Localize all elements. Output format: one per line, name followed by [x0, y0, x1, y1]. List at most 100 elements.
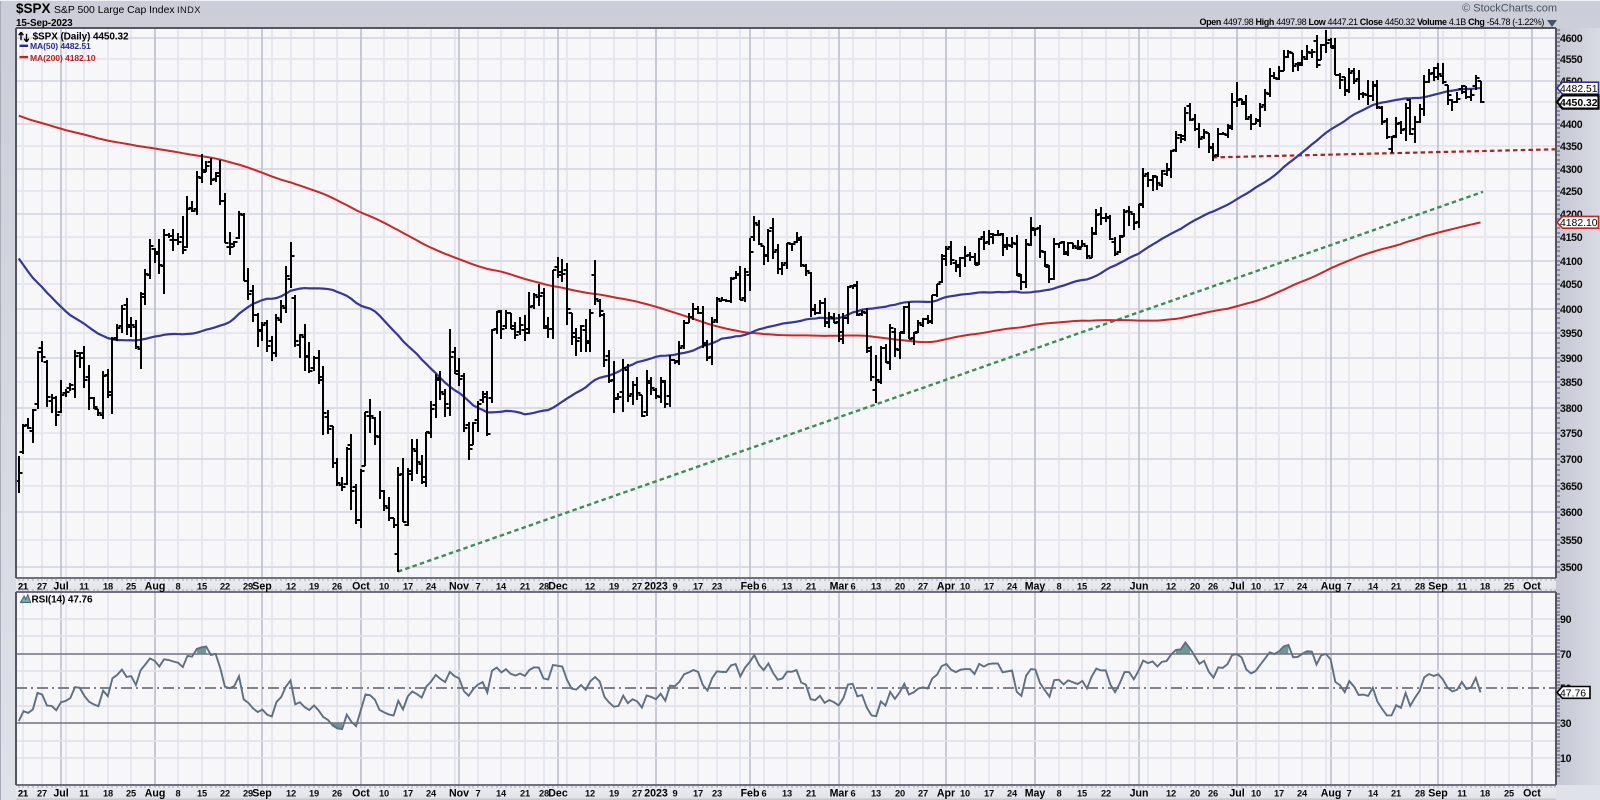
svg-text:28: 28	[1415, 582, 1425, 592]
svg-text:Jul: Jul	[1229, 581, 1244, 593]
svg-text:Sep: Sep	[1428, 581, 1448, 593]
svg-text:Sep: Sep	[1428, 788, 1448, 800]
svg-text:22: 22	[1101, 789, 1111, 799]
svg-text:25: 25	[126, 582, 136, 592]
svg-text:14: 14	[496, 582, 507, 592]
svg-text:4050: 4050	[1560, 279, 1583, 291]
svg-text:S&P 500 Large Cap Index: S&P 500 Large Cap Index	[54, 5, 175, 16]
svg-text:3700: 3700	[1560, 454, 1583, 466]
svg-text:21: 21	[520, 789, 530, 799]
svg-text:24: 24	[426, 789, 437, 799]
svg-text:24: 24	[1297, 789, 1308, 799]
svg-text:9: 9	[673, 789, 678, 799]
svg-text:7: 7	[476, 789, 481, 799]
svg-text:21: 21	[18, 582, 28, 592]
svg-text:6: 6	[762, 582, 767, 592]
svg-text:24: 24	[1007, 582, 1018, 592]
svg-text:12: 12	[286, 789, 296, 799]
svg-text:$SPX: $SPX	[16, 1, 51, 16]
svg-text:2023: 2023	[644, 581, 668, 593]
svg-text:6: 6	[762, 789, 767, 799]
svg-text:17: 17	[1274, 789, 1284, 799]
svg-text:Jul: Jul	[53, 788, 68, 800]
svg-text:3850: 3850	[1560, 377, 1583, 389]
svg-text:4182.10: 4182.10	[1560, 218, 1598, 229]
svg-text:12: 12	[585, 789, 595, 799]
svg-text:22: 22	[1101, 582, 1111, 592]
svg-text:23: 23	[712, 582, 722, 592]
svg-text:21: 21	[806, 789, 816, 799]
svg-text:12: 12	[1166, 582, 1176, 592]
svg-text:10: 10	[1251, 582, 1261, 592]
svg-text:8: 8	[176, 582, 181, 592]
svg-text:9: 9	[673, 582, 678, 592]
svg-text:28: 28	[539, 789, 549, 799]
svg-text:11: 11	[1457, 789, 1466, 799]
svg-text:15-Sep-2023: 15-Sep-2023	[16, 18, 73, 29]
svg-text:7: 7	[476, 582, 481, 592]
svg-text:21: 21	[806, 582, 816, 592]
svg-text:21: 21	[1391, 789, 1401, 799]
svg-text:20: 20	[895, 582, 905, 592]
svg-text:17: 17	[1274, 582, 1284, 592]
svg-text:May: May	[1025, 581, 1046, 593]
svg-text:24: 24	[1297, 582, 1308, 592]
svg-text:17: 17	[403, 789, 413, 799]
svg-text:Aug: Aug	[1321, 788, 1342, 800]
svg-text:10: 10	[379, 789, 389, 799]
svg-text:3800: 3800	[1560, 403, 1583, 415]
svg-text:17: 17	[984, 789, 994, 799]
svg-text:23: 23	[712, 789, 722, 799]
svg-text:27: 27	[37, 789, 47, 799]
svg-text:Jul: Jul	[1229, 788, 1244, 800]
svg-text:8: 8	[1057, 789, 1062, 799]
svg-text:3650: 3650	[1560, 481, 1583, 493]
svg-text:13: 13	[871, 789, 881, 799]
svg-text:18: 18	[103, 789, 113, 799]
svg-text:3900: 3900	[1560, 353, 1583, 365]
svg-text:4000: 4000	[1560, 304, 1583, 316]
svg-text:Sep: Sep	[252, 581, 272, 593]
svg-text:Aug: Aug	[145, 581, 166, 593]
svg-text:26: 26	[1208, 789, 1218, 799]
svg-text:2023: 2023	[644, 788, 668, 800]
svg-text:Open 4497.98 High 4497.98 Low: Open 4497.98 High 4497.98 Low 4447.21 Cl…	[1199, 17, 1544, 27]
svg-text:$SPX (Daily) 4450.32: $SPX (Daily) 4450.32	[33, 32, 129, 43]
svg-text:14: 14	[1368, 582, 1379, 592]
svg-text:Aug: Aug	[145, 788, 166, 800]
svg-text:Jun: Jun	[1130, 581, 1149, 593]
svg-text:26: 26	[1208, 582, 1218, 592]
svg-text:6: 6	[851, 582, 856, 592]
svg-text:3950: 3950	[1560, 328, 1583, 340]
svg-text:21: 21	[18, 789, 28, 799]
svg-text:Dec: Dec	[548, 581, 568, 593]
svg-text:12: 12	[286, 582, 296, 592]
svg-text:INDX: INDX	[177, 5, 201, 15]
svg-text:4350: 4350	[1560, 141, 1583, 153]
svg-text:4100: 4100	[1560, 256, 1583, 268]
svg-text:21: 21	[18, 582, 28, 592]
svg-text:21: 21	[520, 582, 530, 592]
svg-text:4600: 4600	[1560, 33, 1583, 45]
svg-text:3600: 3600	[1560, 507, 1583, 519]
svg-text:17: 17	[403, 582, 413, 592]
svg-text:11: 11	[1457, 582, 1466, 592]
svg-text:21: 21	[18, 789, 28, 799]
svg-text:Feb: Feb	[741, 788, 760, 800]
svg-text:4550: 4550	[1560, 54, 1583, 66]
svg-text:13: 13	[782, 789, 792, 799]
svg-text:© StockCharts.com: © StockCharts.com	[1462, 3, 1557, 15]
svg-text:10: 10	[960, 582, 970, 592]
svg-text:11: 11	[79, 582, 88, 592]
svg-text:22: 22	[220, 582, 230, 592]
svg-text:13: 13	[782, 582, 792, 592]
svg-text:10: 10	[379, 582, 389, 592]
svg-text:70: 70	[1560, 649, 1572, 661]
svg-text:12: 12	[1166, 789, 1176, 799]
svg-text:24: 24	[1007, 789, 1018, 799]
svg-text:14: 14	[1368, 789, 1379, 799]
svg-text:14: 14	[496, 789, 507, 799]
svg-text:MA(200) 4182.10: MA(200) 4182.10	[30, 53, 96, 63]
svg-text:MA(50) 4482.51: MA(50) 4482.51	[30, 41, 91, 51]
svg-text:Feb: Feb	[741, 581, 760, 593]
